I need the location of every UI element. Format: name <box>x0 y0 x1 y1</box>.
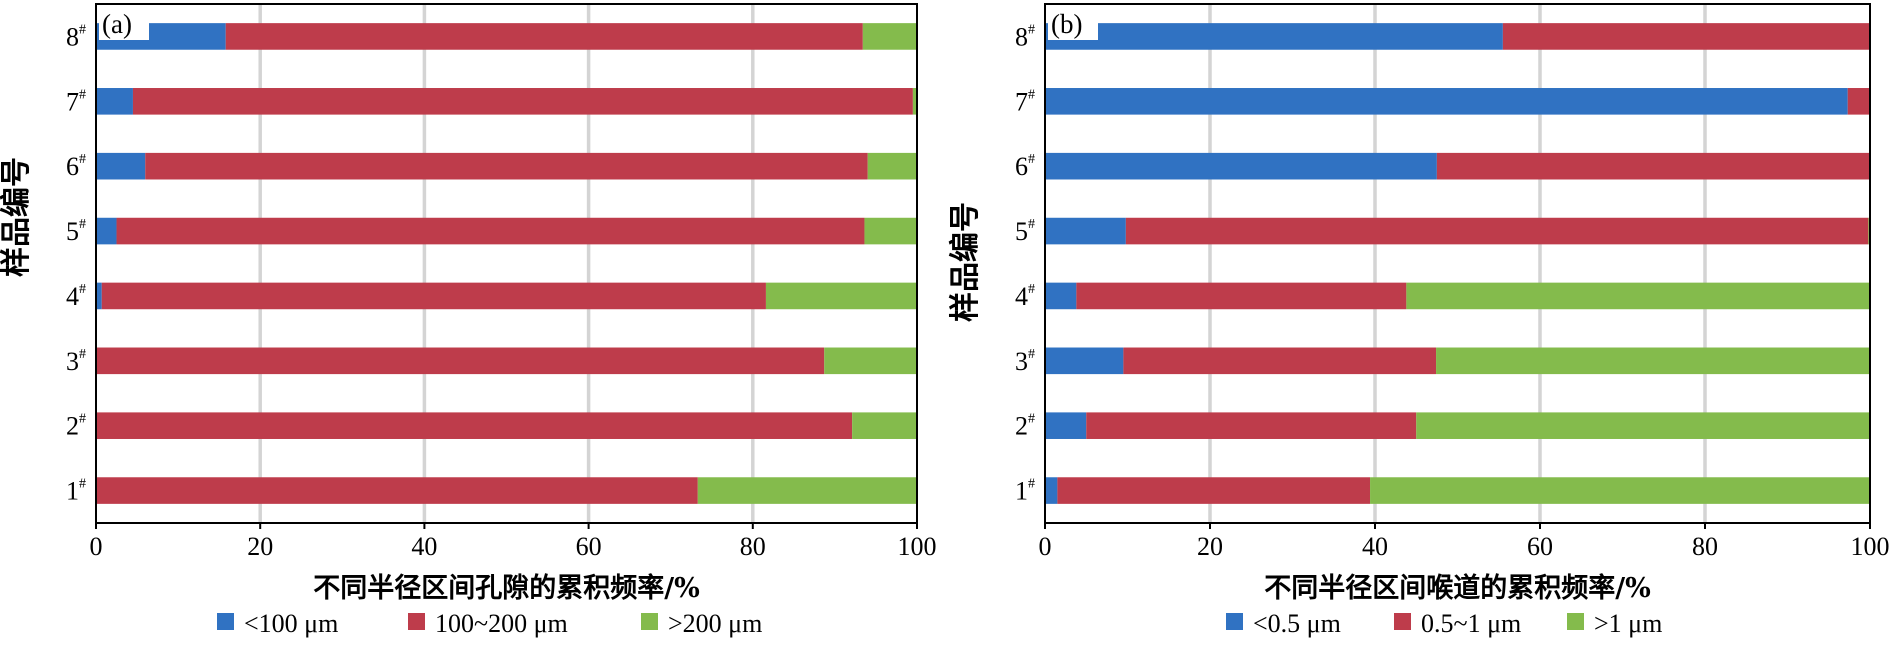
y-axis-label: 样品编号 <box>0 157 34 277</box>
x-tick-label: 100 <box>898 532 937 561</box>
y-tick-label: 4# <box>1015 282 1035 311</box>
bar-segment <box>1045 412 1087 439</box>
panel-label-bg <box>1048 7 1098 40</box>
legend-swatch <box>1394 613 1411 630</box>
y-tick-label: 7# <box>66 87 86 116</box>
y-tick-label: 8# <box>66 22 86 51</box>
bar-segment <box>1086 412 1417 439</box>
bar-segment <box>1436 152 1870 180</box>
bar-segment <box>1416 412 1870 439</box>
bar-segment <box>96 282 102 310</box>
bar-segment <box>96 217 117 245</box>
legend-label: >200 μm <box>668 609 762 638</box>
y-tick-label: 3# <box>1015 347 1035 376</box>
y-tick-label: 5# <box>1015 217 1035 246</box>
y-tick-label: 2# <box>1015 412 1035 441</box>
bar-segment <box>1045 477 1058 504</box>
x-axis-label: 不同半径区间喉道的累积频率/% <box>1264 572 1651 604</box>
y-tick-label: 1# <box>1015 477 1035 506</box>
y-tick-label: 2# <box>66 412 86 441</box>
x-tick-label: 40 <box>1362 532 1388 561</box>
bar-segment <box>1045 347 1124 375</box>
panel-label: (b) <box>1051 9 1082 39</box>
bar-segment <box>96 412 853 439</box>
bar-segment <box>96 152 146 180</box>
x-tick-label: 20 <box>247 532 273 561</box>
y-tick-label: 4# <box>66 282 86 311</box>
legend-label: <100 μm <box>244 609 338 638</box>
legend-label: 0.5~1 μm <box>1421 609 1521 638</box>
legend-label: 100~200 μm <box>435 609 568 638</box>
bar-segment <box>101 282 766 310</box>
plot-frame <box>1044 3 1871 524</box>
bar-segment <box>1045 88 1848 115</box>
x-tick-label: 0 <box>1039 532 1052 561</box>
x-tick-label: 20 <box>1197 532 1223 561</box>
x-tick-label: 80 <box>740 532 766 561</box>
bar-segment <box>862 23 917 50</box>
bar-segment <box>1045 23 1503 50</box>
bar-segment <box>867 152 917 180</box>
bar-segment <box>96 477 698 504</box>
bar-segment <box>145 152 868 180</box>
bar-segment <box>824 347 917 375</box>
legend-swatch <box>408 613 425 630</box>
y-tick-label: 6# <box>1015 152 1035 181</box>
bar-segment <box>1057 477 1371 504</box>
y-tick-label: 8# <box>1015 22 1035 51</box>
panel-label-bg <box>99 7 149 40</box>
y-axis-label: 样品编号 <box>948 202 983 322</box>
bar-segment <box>1045 217 1126 245</box>
bar-segment <box>1076 282 1407 310</box>
plot-frame <box>95 3 918 524</box>
x-axis-label: 不同半径区间孔隙的累积频率/% <box>313 572 700 604</box>
bar-segment <box>1502 23 1870 50</box>
bar-segment <box>852 412 917 439</box>
legend-swatch <box>641 613 658 630</box>
bar-segment <box>1045 152 1437 180</box>
panel-a-pore-chart: 1# 2# 3# 4# 5# 6# 7# 8# 0 20 40 60 80 100 (a) 不同半径区间孔隙的… <box>0 3 937 638</box>
y-tick-label: 1# <box>66 477 86 506</box>
legend-label: >1 μm <box>1594 609 1662 638</box>
bar-segment <box>132 88 913 115</box>
y-tick-label: 5# <box>66 217 86 246</box>
y-tick-label: 7# <box>1015 87 1035 116</box>
bar-segment <box>697 477 917 504</box>
x-tick-label: 80 <box>1692 532 1718 561</box>
panel-b-throat-chart: 1# 2# 3# 4# 5# 6# 7# 8# 0 20 40 60 80 100 (b) 不同半径区间喉道的… <box>948 3 1890 638</box>
x-tick-label: 60 <box>1527 532 1553 561</box>
bar-segment <box>96 347 825 375</box>
bar-segment <box>1125 217 1869 245</box>
legend-swatch <box>1567 613 1584 630</box>
legend-label: <0.5 μm <box>1253 609 1341 638</box>
bar-segment <box>1436 347 1870 375</box>
bar-segment <box>765 282 917 310</box>
bar-segment <box>225 23 863 50</box>
bar-segment <box>1406 282 1870 310</box>
panel-label: (a) <box>102 9 132 39</box>
bar-segment <box>912 88 917 115</box>
bar-segment <box>1847 88 1870 115</box>
bar-segment <box>1370 477 1870 504</box>
bar-segment <box>1123 347 1437 375</box>
bar-segment <box>96 88 133 115</box>
bar-segment <box>864 217 917 245</box>
y-tick-label: 3# <box>66 347 86 376</box>
x-tick-label: 60 <box>576 532 602 561</box>
x-tick-label: 40 <box>411 532 437 561</box>
bar-segment <box>116 217 865 245</box>
x-tick-label: 100 <box>1851 532 1890 561</box>
bar-segment <box>1045 282 1077 310</box>
x-tick-label: 0 <box>90 532 103 561</box>
legend-swatch <box>1226 613 1243 630</box>
y-tick-label: 6# <box>66 152 86 181</box>
legend-swatch <box>217 613 234 630</box>
